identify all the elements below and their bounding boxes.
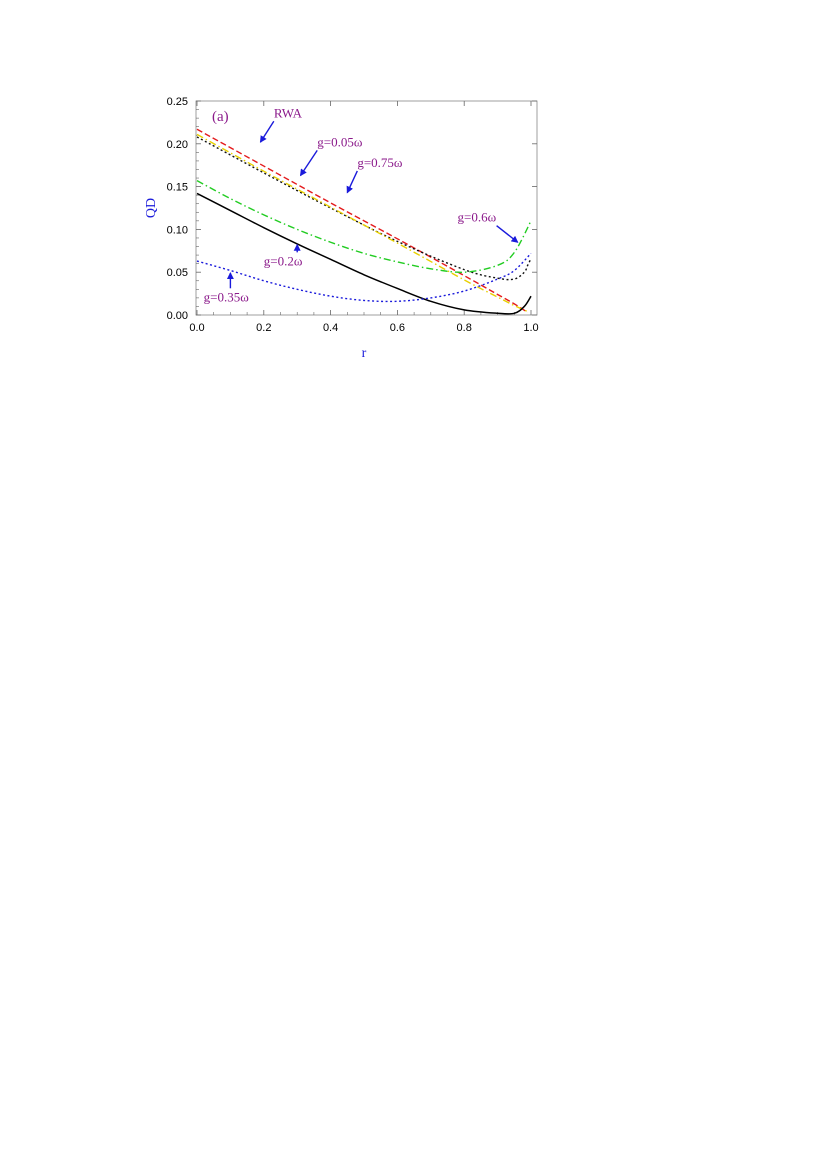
x-axis-title: r bbox=[362, 346, 367, 361]
x-tick-label: 0.2 bbox=[256, 322, 271, 334]
x-tick-label: 0.8 bbox=[457, 322, 472, 334]
annotation-arrow bbox=[346, 170, 358, 194]
series-line bbox=[196, 128, 529, 314]
series-layer bbox=[196, 128, 532, 315]
panel-label: (a) bbox=[212, 109, 229, 125]
y-tick-label: 0.05 bbox=[167, 267, 188, 279]
annotation-layer: RWA g=0.05ω g=0.75ω g=0.6ω g=0.2ω g=0.35ω bbox=[204, 105, 519, 304]
y-tick-label: 0.20 bbox=[167, 139, 188, 151]
x-tick-label: 0.6 bbox=[390, 322, 405, 334]
annotation-arrow bbox=[259, 120, 275, 143]
y-axis-title: QD bbox=[144, 198, 159, 218]
y-tick-label: 0.00 bbox=[167, 310, 188, 322]
series-line bbox=[196, 133, 528, 313]
x-tick-label: 1.0 bbox=[523, 322, 538, 334]
annotation-label: g=0.75ω bbox=[357, 155, 403, 170]
series-line bbox=[196, 136, 532, 281]
y-tick-label: 0.10 bbox=[167, 224, 188, 236]
plot-frame bbox=[195, 100, 538, 316]
y-tick-label: 0.15 bbox=[167, 182, 188, 194]
annotation-label: g=0.35ω bbox=[204, 289, 250, 304]
annotation-label: g=0.6ω bbox=[458, 210, 497, 225]
series-line bbox=[196, 192, 532, 315]
axis-ticks: 0.0 0.2 0.4 0.6 0.8 1.0 0.00 0.05 0.10 0.15 0.20 0.… bbox=[167, 96, 539, 334]
annotation-arrow bbox=[299, 149, 318, 177]
x-tick-label: 0.4 bbox=[323, 322, 338, 334]
annotation-label: RWA bbox=[274, 105, 303, 120]
series-line bbox=[196, 179, 532, 273]
x-tick-label: 0.0 bbox=[189, 322, 204, 334]
annotation-arrow bbox=[496, 225, 519, 243]
y-tick-label: 0.25 bbox=[167, 96, 188, 108]
annotation-label: g=0.2ω bbox=[264, 253, 303, 268]
annotation-label: g=0.05ω bbox=[317, 134, 363, 149]
